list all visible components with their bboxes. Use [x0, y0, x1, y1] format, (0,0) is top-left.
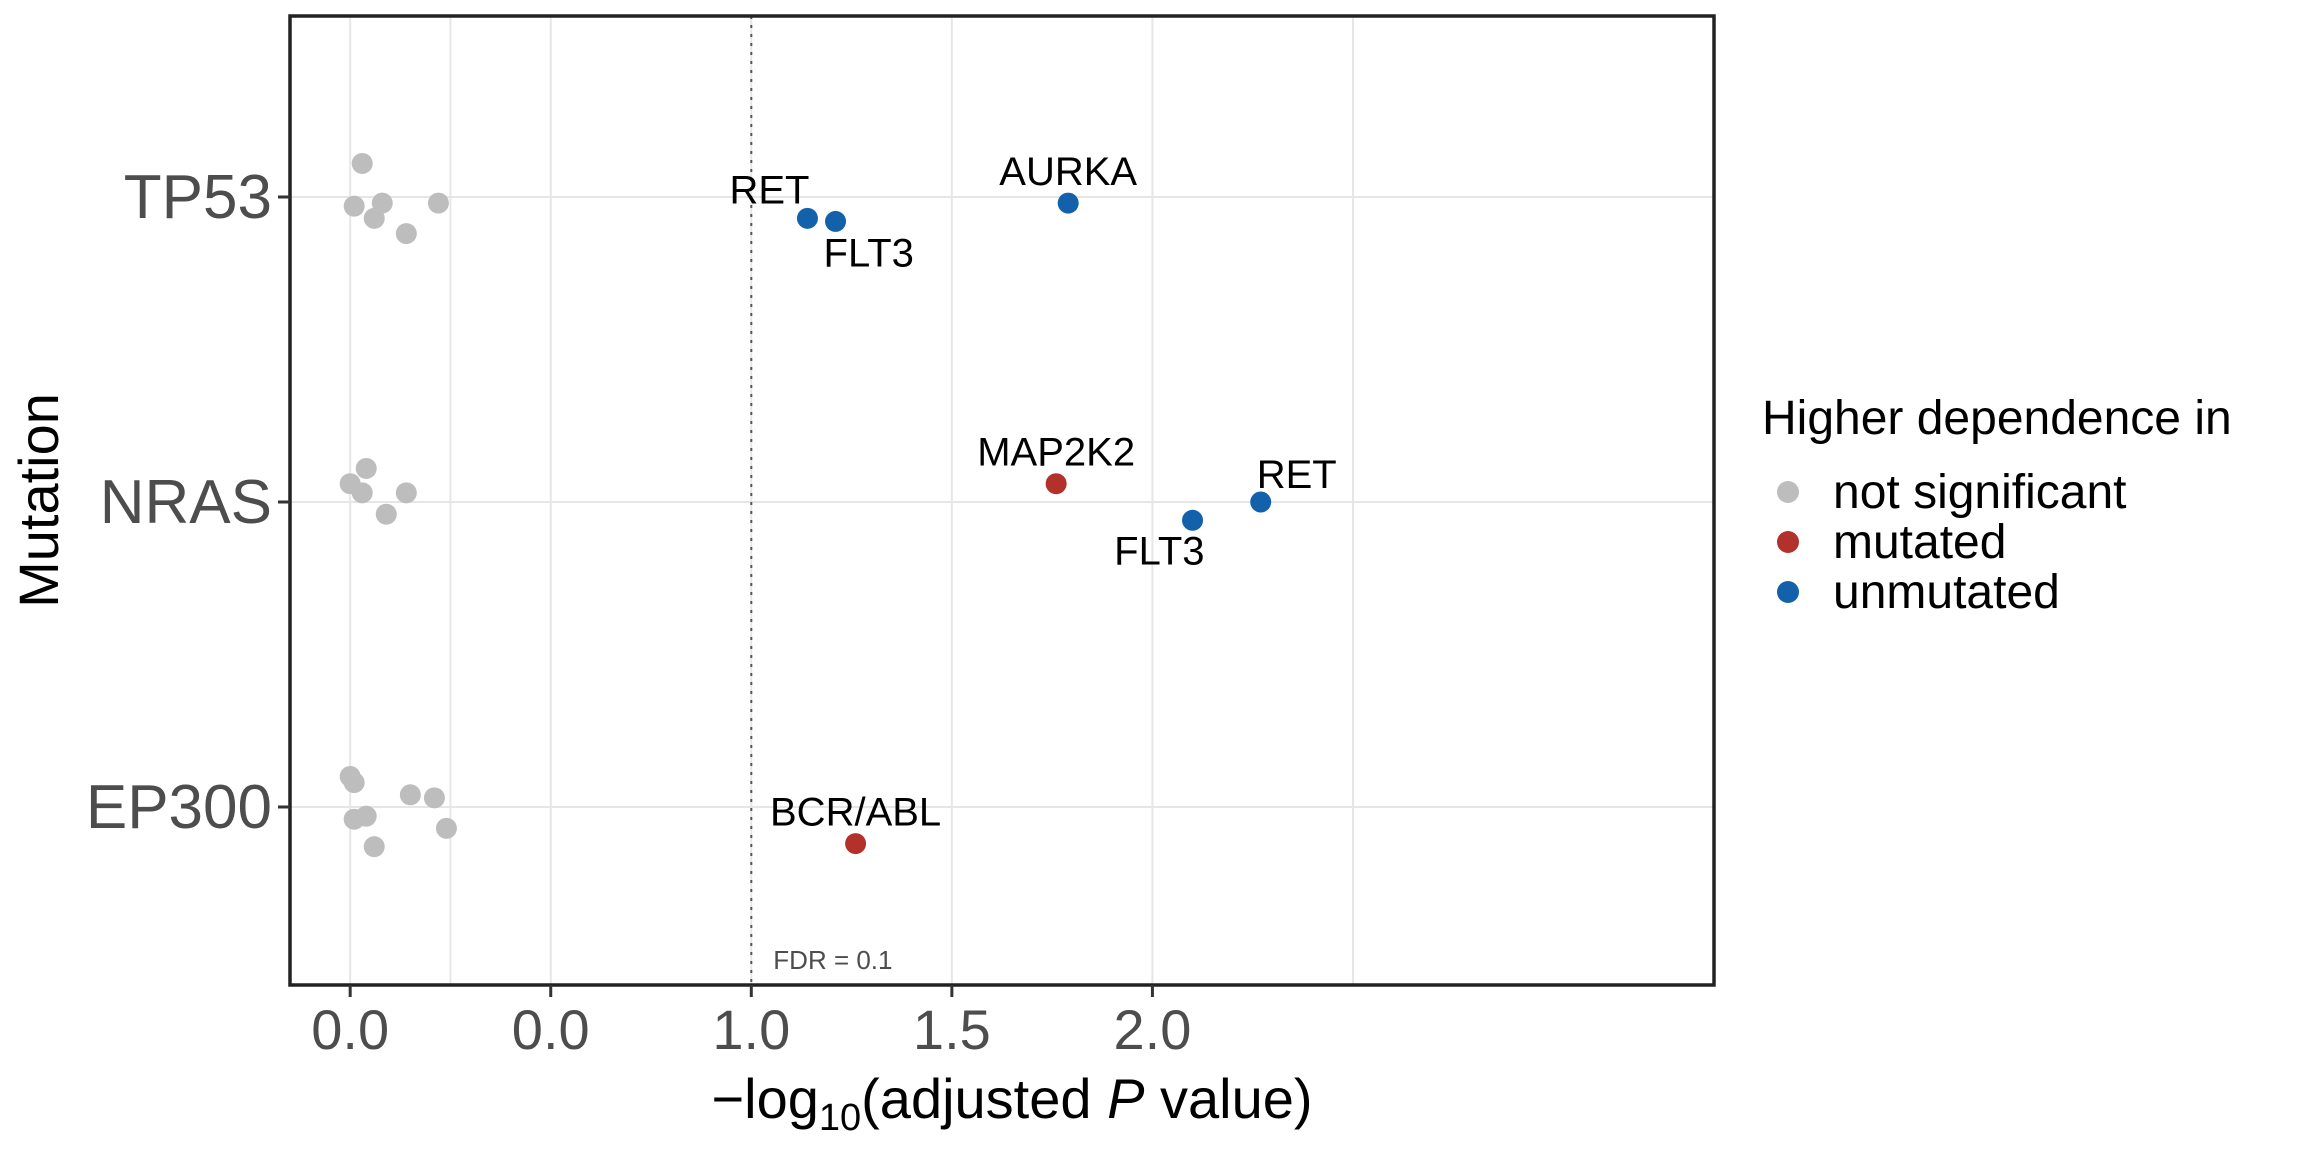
legend: Higher dependence in not significantmuta… — [1762, 392, 2232, 619]
x-tick-label: 1.5 — [913, 998, 991, 1061]
data-point — [343, 808, 365, 830]
data-point — [351, 482, 373, 504]
x-axis-title-middle: (adjusted — [861, 1067, 1107, 1130]
data-point — [395, 482, 417, 504]
x-axis-title: −log10(adjusted P value) — [711, 1067, 1312, 1139]
y-tick-label: TP53 — [124, 163, 272, 232]
x-tick-label: 1.0 — [712, 998, 790, 1061]
legend-key — [1777, 531, 1799, 553]
data-point — [399, 784, 421, 806]
point-label: FLT3 — [824, 231, 914, 275]
data-points — [339, 152, 1272, 858]
point-labels: MAP2K2 BCR/ABL AURKA RET FLT3 RET FLT3 — [729, 150, 1337, 835]
data-point — [375, 503, 397, 525]
data-point — [343, 195, 365, 217]
data-point — [1045, 473, 1067, 495]
legend-label: mutated — [1833, 516, 2006, 569]
y-axis-title: Mutation — [7, 393, 70, 608]
data-point — [435, 817, 457, 839]
data-point — [343, 772, 365, 794]
legend-key — [1777, 581, 1799, 603]
y-tick-label: EP300 — [86, 773, 272, 842]
x-axis-title-italic: P — [1107, 1067, 1144, 1130]
gridlines — [290, 16, 1714, 985]
x-tick-label: 0.0 — [311, 998, 389, 1061]
point-label: RET — [729, 168, 809, 212]
data-point — [1250, 491, 1272, 513]
data-point — [351, 152, 373, 174]
y-tick-label: NRAS — [100, 468, 272, 537]
y-axis: TP53 NRAS EP300 — [86, 163, 290, 842]
data-point — [796, 207, 818, 229]
data-point — [825, 210, 847, 232]
legend-title: Higher dependence in — [1762, 392, 2232, 445]
data-point — [363, 836, 385, 858]
data-point — [845, 833, 867, 855]
legend-key — [1777, 481, 1799, 503]
x-tick-label: 2.0 — [1113, 998, 1191, 1061]
x-axis: 0.0 0.0 1.0 1.5 2.0 — [311, 985, 1191, 1061]
data-point — [1057, 192, 1079, 214]
x-axis-title-subscript: 10 — [819, 1097, 861, 1139]
data-point — [427, 192, 449, 214]
data-point — [395, 223, 417, 245]
data-point — [423, 787, 445, 809]
x-tick-label: 0.0 — [512, 998, 590, 1061]
legend-label: unmutated — [1833, 566, 2060, 619]
x-axis-title-suffix: value) — [1144, 1067, 1312, 1130]
legend-label: not significant — [1833, 466, 2127, 519]
x-axis-title-prefix: −log — [711, 1067, 818, 1130]
data-point — [371, 192, 393, 214]
point-label: BCR/ABL — [770, 791, 941, 835]
point-label: MAP2K2 — [977, 431, 1135, 475]
point-label: FLT3 — [1114, 529, 1204, 573]
point-label: AURKA — [999, 150, 1137, 194]
data-point — [355, 457, 377, 479]
data-point — [1182, 509, 1204, 531]
point-label: RET — [1257, 453, 1337, 497]
fdr-threshold-label: FDR = 0.1 — [773, 945, 892, 975]
